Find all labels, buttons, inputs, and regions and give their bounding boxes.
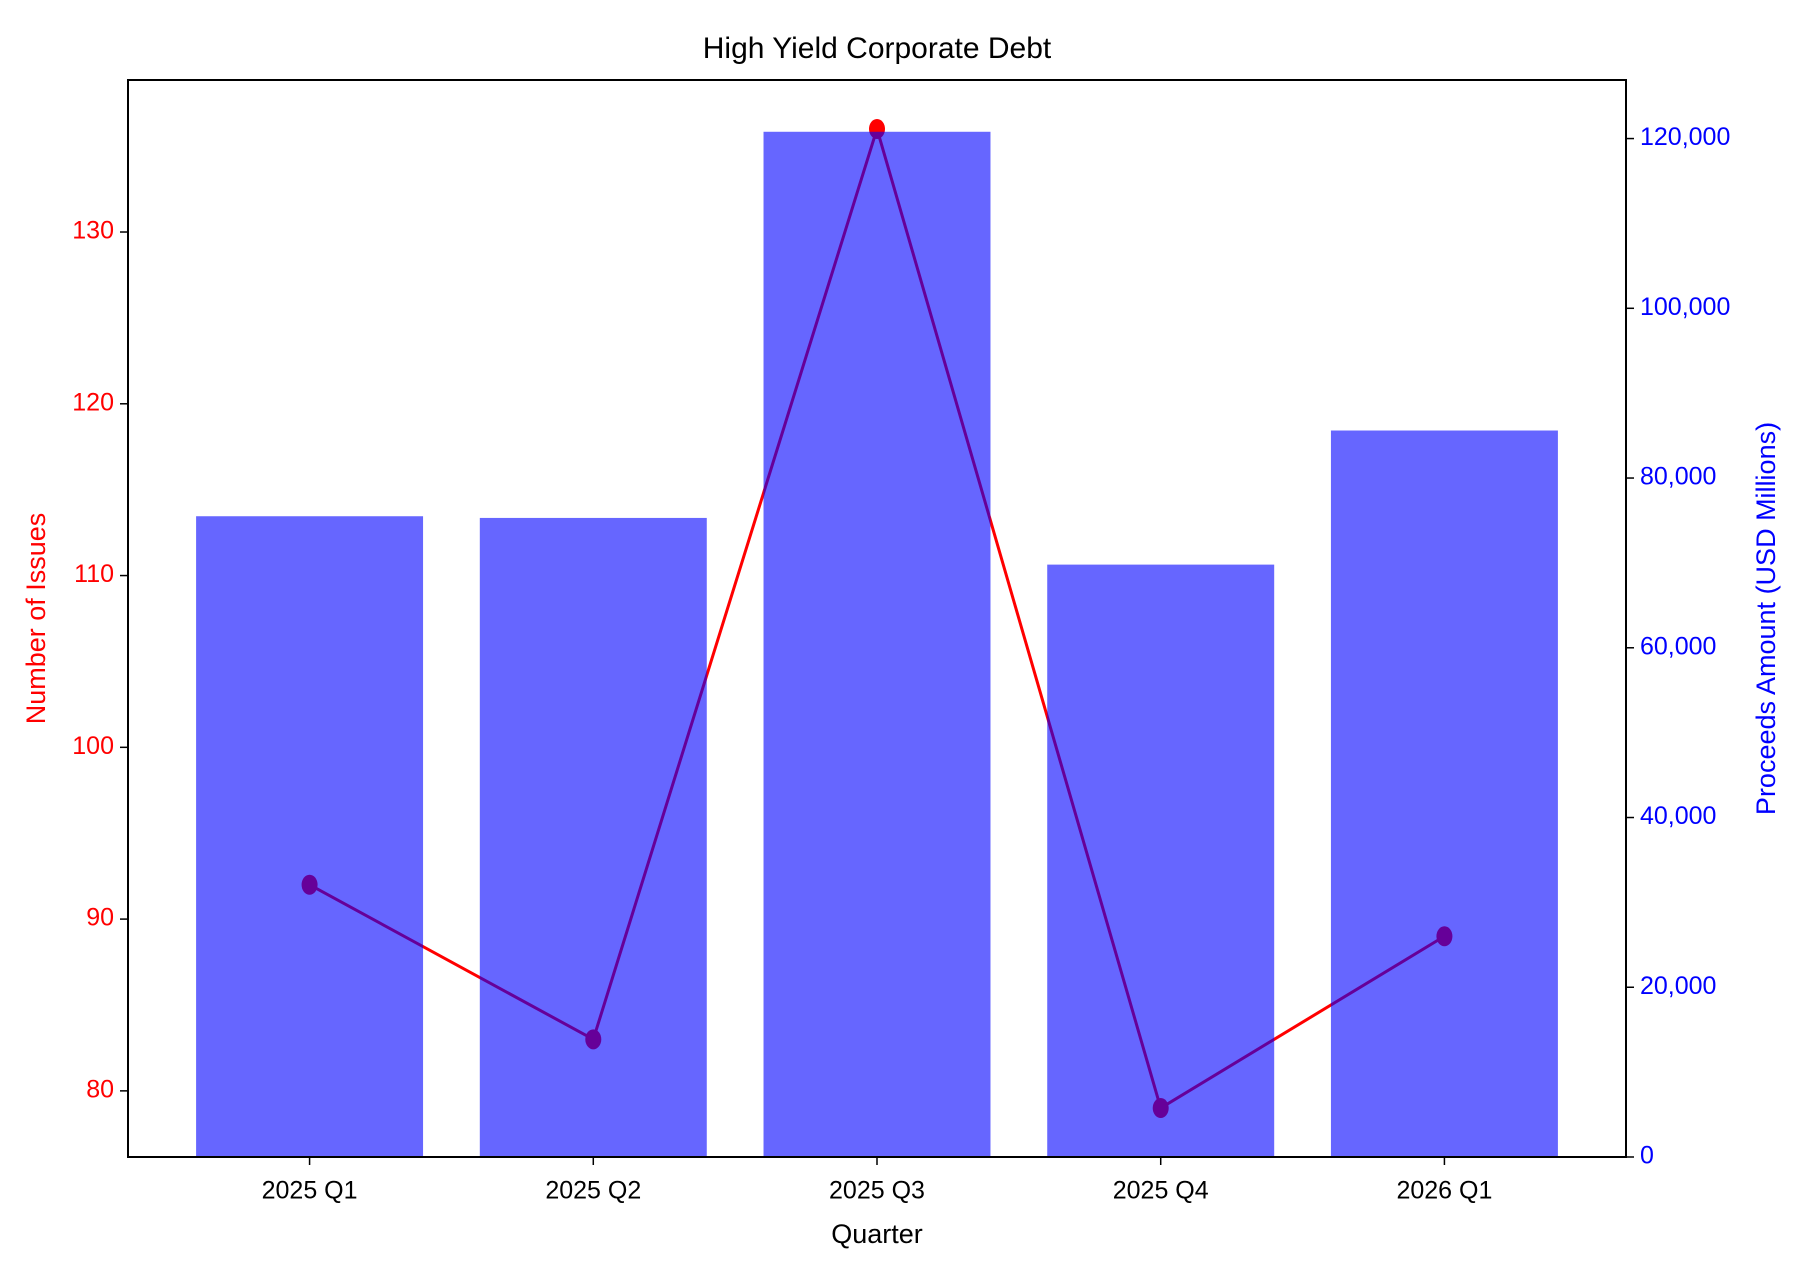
x-tick-label: 2025 Q3 xyxy=(829,1177,925,1205)
y2-tick-label: 60,000 xyxy=(1640,632,1716,660)
x-tick-label: 2026 Q1 xyxy=(1396,1177,1492,1205)
x-tick-label: 2025 Q2 xyxy=(545,1177,641,1205)
y2-tick-label: 0 xyxy=(1640,1142,1654,1170)
bar xyxy=(196,516,424,1157)
x-tick-label: 2025 Q4 xyxy=(1113,1177,1209,1205)
y-tick-label: 120 xyxy=(72,388,114,416)
y-tick-label: 80 xyxy=(86,1075,114,1103)
x-axis-label: Quarter xyxy=(831,1219,923,1249)
y-tick-label: 90 xyxy=(86,904,114,932)
chart-title: High Yield Corporate Debt xyxy=(703,32,1052,65)
bar xyxy=(763,131,991,1157)
y2-tick-label: 20,000 xyxy=(1640,972,1716,1000)
bar xyxy=(1047,564,1275,1157)
bar xyxy=(1330,430,1558,1157)
y2-axis-label: Proceeds Amount (USD Millions) xyxy=(1751,422,1781,815)
bar xyxy=(479,517,707,1157)
y-axis-label: Number of Issues xyxy=(21,513,51,725)
y2-tick-label: 120,000 xyxy=(1640,123,1730,151)
x-tick-label: 2025 Q1 xyxy=(262,1177,358,1205)
y-tick-label: 100 xyxy=(72,732,114,760)
y2-tick-label: 80,000 xyxy=(1640,463,1716,491)
y-tick-label: 110 xyxy=(74,560,114,588)
y-tick-label: 130 xyxy=(72,217,114,245)
y2-tick-label: 100,000 xyxy=(1640,293,1730,321)
y2-tick-label: 40,000 xyxy=(1640,802,1716,830)
